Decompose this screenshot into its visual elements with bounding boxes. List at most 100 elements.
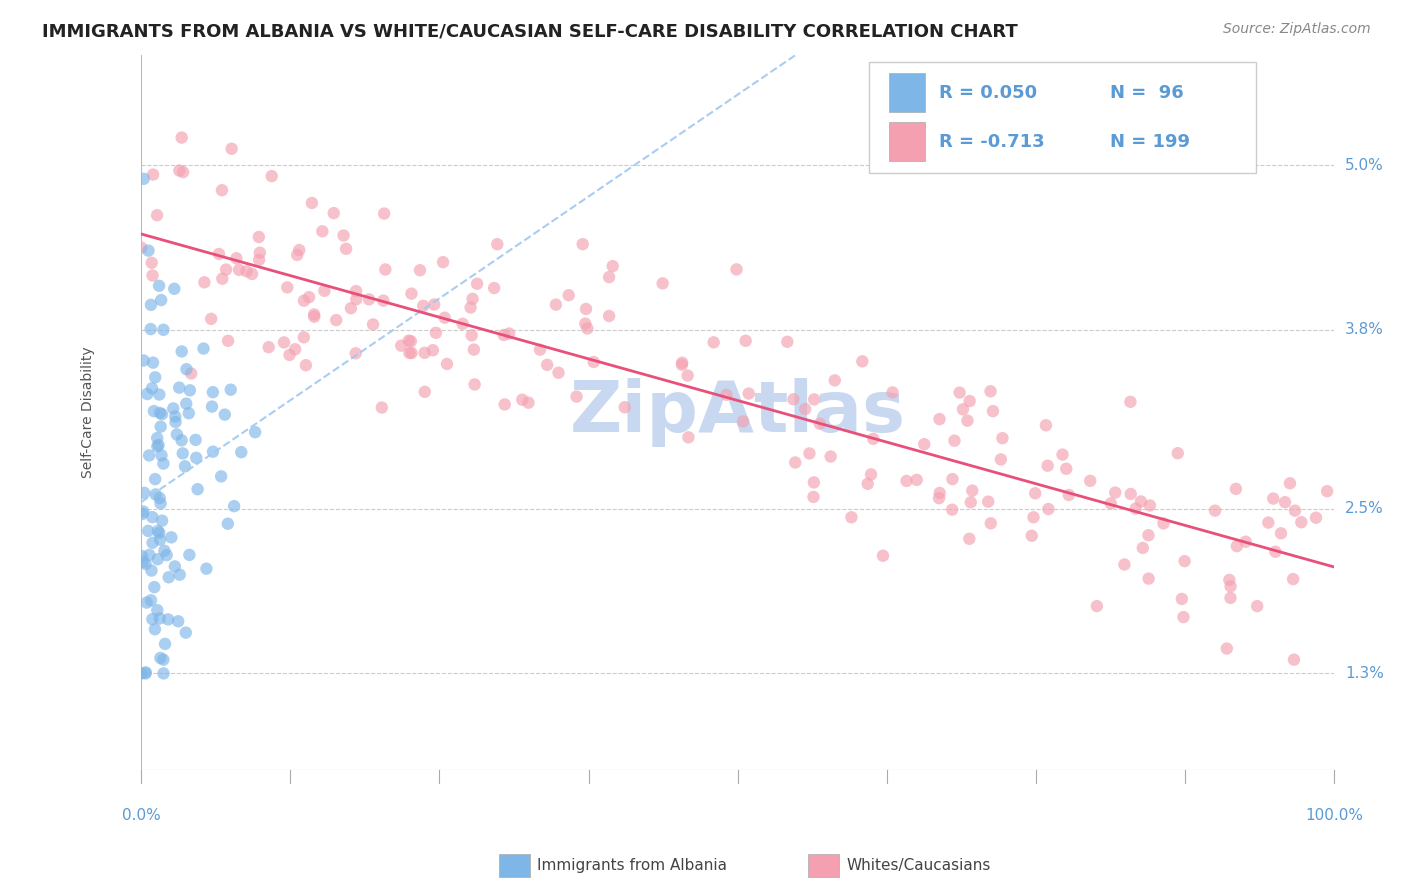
Point — [575, 301, 598, 316]
Point — [1278, 476, 1301, 491]
Point — [725, 262, 748, 277]
Text: Self-Care Disability: Self-Care Disability — [80, 347, 94, 478]
Point — [1219, 591, 1241, 605]
Point — [217, 516, 239, 531]
Point — [145, 487, 167, 501]
Point — [399, 334, 422, 349]
Point — [292, 330, 315, 344]
Point — [373, 206, 395, 220]
Point — [1119, 394, 1142, 409]
Point — [373, 293, 395, 308]
Point — [794, 402, 817, 417]
Point — [959, 394, 981, 409]
Point — [990, 452, 1012, 467]
Point — [201, 400, 224, 414]
Point — [371, 401, 394, 415]
Point — [1137, 572, 1160, 586]
Point — [247, 252, 270, 267]
Point — [882, 385, 904, 400]
Point — [1054, 462, 1077, 476]
Point — [240, 267, 263, 281]
Point — [134, 486, 156, 500]
Point — [187, 482, 209, 496]
Point — [225, 252, 247, 266]
Text: 2.5%: 2.5% — [1346, 501, 1384, 516]
Point — [389, 338, 412, 352]
Point — [169, 567, 191, 582]
FancyBboxPatch shape — [869, 62, 1257, 173]
Point — [1024, 486, 1046, 500]
Point — [671, 356, 693, 370]
Point — [716, 388, 738, 402]
Point — [176, 362, 198, 376]
Point — [1264, 545, 1286, 559]
Point — [980, 516, 1002, 531]
Point — [451, 317, 474, 331]
Point — [928, 486, 950, 500]
Point — [135, 666, 157, 681]
Point — [582, 355, 605, 369]
Point — [163, 282, 186, 296]
Point — [1153, 516, 1175, 531]
Point — [138, 548, 160, 562]
Point — [165, 409, 187, 424]
Point — [912, 437, 935, 451]
Point — [598, 270, 620, 285]
Point — [464, 377, 486, 392]
Point — [344, 346, 367, 360]
Point — [170, 130, 193, 145]
Point — [219, 383, 242, 397]
Point — [167, 615, 190, 629]
Point — [139, 322, 162, 336]
Point — [510, 392, 533, 407]
Point — [1284, 503, 1306, 517]
Point — [143, 370, 166, 384]
Point — [860, 467, 883, 482]
Text: N = 199: N = 199 — [1109, 133, 1189, 151]
Point — [169, 163, 191, 178]
Point — [284, 343, 307, 357]
Point — [195, 562, 218, 576]
Point — [260, 169, 283, 183]
Point — [1132, 541, 1154, 555]
Point — [135, 557, 157, 571]
Point — [1263, 491, 1285, 506]
Point — [172, 165, 194, 179]
Point — [148, 387, 170, 401]
Point — [247, 230, 270, 244]
Point — [288, 243, 311, 257]
Point — [782, 392, 804, 407]
Point — [952, 402, 974, 417]
Point — [425, 326, 447, 340]
Point — [143, 472, 166, 486]
Point — [465, 277, 488, 291]
Point — [422, 343, 444, 358]
Point — [150, 407, 173, 421]
Point — [1099, 496, 1122, 510]
Point — [1057, 488, 1080, 502]
Point — [361, 318, 384, 332]
Point — [731, 414, 754, 428]
Point — [1219, 579, 1241, 593]
Point — [344, 292, 367, 306]
Point — [170, 344, 193, 359]
Point — [132, 504, 155, 518]
Point — [734, 334, 756, 348]
Point — [179, 548, 201, 562]
Point — [285, 248, 308, 262]
Point — [149, 611, 172, 625]
Point — [980, 384, 1002, 399]
Point — [208, 247, 231, 261]
Point — [152, 653, 174, 667]
Point — [494, 397, 516, 411]
Point — [374, 262, 396, 277]
Point — [153, 637, 176, 651]
Point — [928, 491, 950, 505]
Point — [544, 298, 567, 312]
Point — [174, 396, 197, 410]
Point — [136, 524, 159, 538]
Point — [671, 358, 693, 372]
Point — [785, 455, 807, 469]
Point — [340, 301, 363, 316]
Point — [193, 276, 215, 290]
